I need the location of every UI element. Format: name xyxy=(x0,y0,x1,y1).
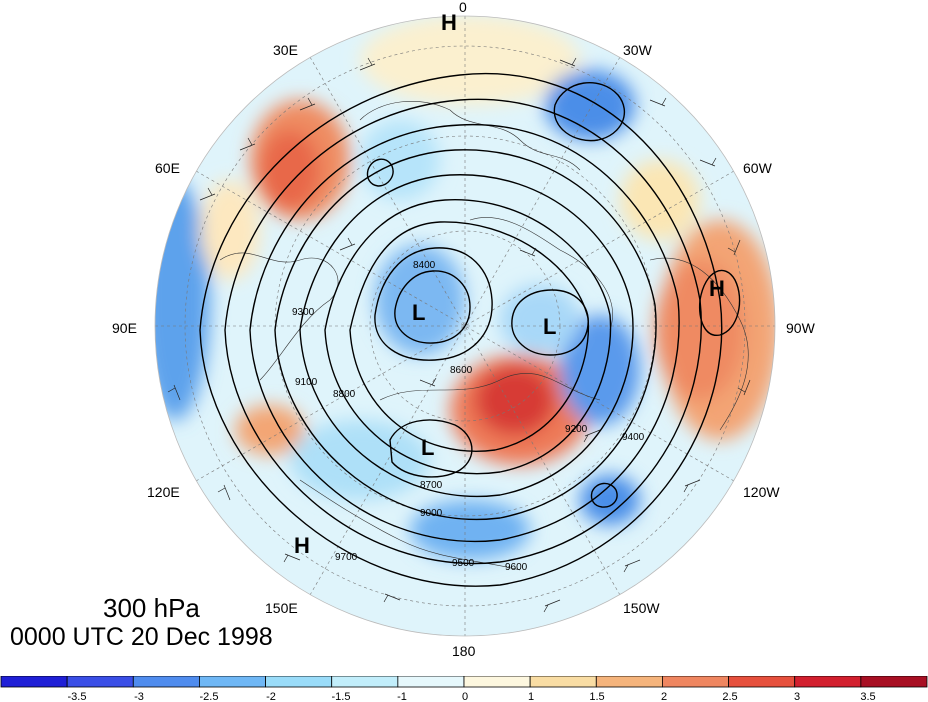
map-boundary xyxy=(154,15,776,637)
colorbar-box xyxy=(728,676,796,688)
valid-time-label: 0000 UTC 20 Dec 1998 xyxy=(10,623,273,651)
colorbar-tick: 1.5 xyxy=(589,691,604,702)
colorbar-tick: 3 xyxy=(794,691,800,702)
colorbar-box xyxy=(662,676,729,688)
low-marker: L xyxy=(421,435,434,460)
colorbar-box xyxy=(66,676,134,688)
contour-label: 8700 xyxy=(420,480,443,491)
contour-label: 9600 xyxy=(505,562,528,573)
colorbar-tick: -1 xyxy=(397,691,407,702)
colorbar-box xyxy=(529,676,597,688)
colorbar-box xyxy=(331,676,399,688)
low-marker: L xyxy=(412,300,425,325)
lon-label-90e: 90E xyxy=(112,320,137,336)
high-marker: H xyxy=(441,10,457,35)
lon-label-120e: 120E xyxy=(147,484,180,500)
colorbar-tick: 0 xyxy=(462,691,468,702)
colorbar-box xyxy=(0,676,68,688)
colorbar: -3.5 -3 -2.5 -2 -1.5 -1 0 1 1.5 2 2.5 3 … xyxy=(0,676,928,702)
colorbar-boxes xyxy=(0,676,928,688)
colorbar-tick: -2 xyxy=(266,691,276,702)
colorbar-tick: 2 xyxy=(661,691,667,702)
polar-map: 8400 8600 8700 8800 9000 9100 9200 9300 … xyxy=(112,0,816,659)
longitude-labels: 0 30W 60W 90W 120W 150W 180 150E 120E 90… xyxy=(112,0,816,659)
lon-label-150e: 150E xyxy=(265,600,298,616)
contour-label: 9500 xyxy=(452,558,475,569)
contour-label: 9400 xyxy=(622,432,645,443)
contour-label: 8400 xyxy=(413,260,436,271)
lon-label-0: 0 xyxy=(459,0,467,15)
contour-label: 8800 xyxy=(333,389,356,400)
colorbar-tick: 3.5 xyxy=(860,691,875,702)
lon-label-90w: 90W xyxy=(786,320,816,336)
colorbar-tick: 1 xyxy=(528,691,534,702)
contour-label: 9700 xyxy=(335,552,358,563)
colorbar-box xyxy=(463,676,531,688)
colorbar-box xyxy=(132,676,200,688)
pressure-level-label: 300 hPa xyxy=(103,593,200,623)
low-marker: L xyxy=(543,314,556,339)
wind-barbs xyxy=(167,57,751,613)
lon-label-180: 180 xyxy=(452,643,476,659)
contour-label-group: 8400 8600 8700 8800 9000 9100 9200 9300 … xyxy=(292,260,645,573)
pressure-center-markers: H L L L H H xyxy=(294,10,725,558)
graticule xyxy=(155,16,775,636)
colorbar-box xyxy=(265,676,333,688)
lon-label-150w: 150W xyxy=(623,600,660,616)
lon-label-60e: 60E xyxy=(155,160,180,176)
lon-label-30w: 30W xyxy=(623,42,653,58)
lon-label-60w: 60W xyxy=(743,160,773,176)
colorbar-box xyxy=(199,676,266,688)
colorbar-tick-labels: -3.5 -3 -2.5 -2 -1.5 -1 0 1 1.5 2 2.5 3 … xyxy=(68,691,876,702)
colorbar-tick: -3 xyxy=(134,691,144,702)
contour-label: 9200 xyxy=(565,424,588,435)
contour-label: 9100 xyxy=(295,377,318,388)
colorbar-tick: -1.5 xyxy=(332,691,351,702)
height-contours xyxy=(199,72,741,587)
lon-label-120w: 120W xyxy=(743,484,780,500)
high-marker: H xyxy=(294,533,310,558)
colorbar-tick: -2.5 xyxy=(200,691,219,702)
contour-label: 9000 xyxy=(420,508,443,519)
colorbar-tick: 2.5 xyxy=(722,691,737,702)
colorbar-box xyxy=(794,676,862,688)
colorbar-box xyxy=(397,676,465,688)
high-marker: H xyxy=(709,276,725,301)
colorbar-tick: -3.5 xyxy=(68,691,87,702)
colorbar-box xyxy=(595,676,663,688)
colorbar-box xyxy=(860,676,928,688)
contour-label: 8600 xyxy=(450,365,473,376)
lon-label-30e: 30E xyxy=(273,42,298,58)
contour-label: 9300 xyxy=(292,307,315,318)
